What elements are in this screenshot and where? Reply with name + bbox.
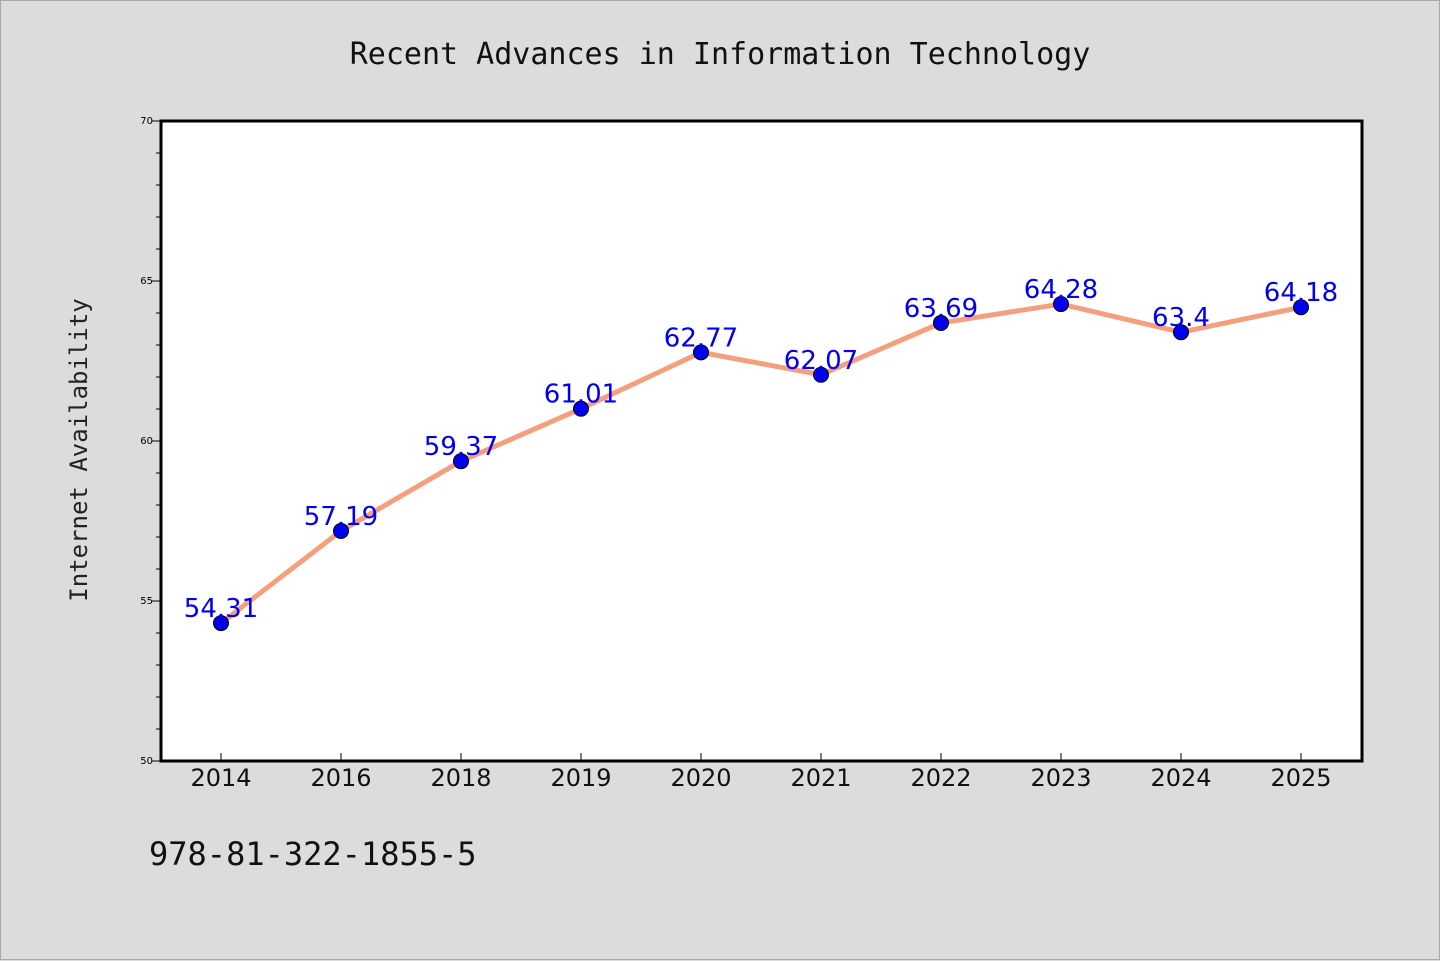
x-tick-label: 2018 [430, 764, 491, 792]
x-tick-label: 2021 [790, 764, 851, 792]
data-point-marker [333, 522, 349, 539]
footer-code: 978-81-322-1855-5 [149, 835, 477, 873]
x-tick-label: 2020 [670, 764, 731, 792]
data-label: 63.69 [904, 294, 978, 324]
x-tick-label: 2019 [550, 764, 611, 792]
data-point-marker [933, 314, 949, 331]
data-label: 61.01 [544, 380, 618, 410]
data-point-marker [813, 366, 829, 383]
y-tick-label: 50 [140, 756, 153, 767]
data-labels: 54.31 57.19 59.37 61.01 62.77 62.07 63.69 64.28… [184, 275, 1338, 624]
plot-area [161, 121, 1362, 761]
data-label: 62.07 [784, 346, 858, 376]
x-tick-label: 2025 [1270, 764, 1331, 792]
x-axis: 2014 2016 2018 2019 2020 2021 2022 2023 2024 2025 [190, 753, 1332, 792]
data-label: 64.18 [1264, 278, 1338, 308]
data-point-marker [1173, 324, 1189, 341]
x-tick-label: 2024 [1150, 764, 1211, 792]
chart-title: Recent Advances in Information Technolog… [350, 37, 1091, 72]
y-tick-label: 70 [140, 116, 153, 127]
data-label: 57.19 [304, 502, 378, 532]
y-axis-label: Internet Availability [65, 298, 93, 601]
data-point-marker [693, 344, 709, 361]
data-label: 59.37 [424, 432, 498, 462]
data-label: 63.4 [1152, 303, 1210, 333]
x-tick-label: 2016 [310, 764, 371, 792]
data-series [213, 296, 1309, 632]
series-line [218, 301, 1304, 626]
data-label: 64.28 [1024, 275, 1098, 305]
data-point-marker [1053, 296, 1069, 313]
y-tick-label: 55 [140, 596, 153, 607]
plot-frame [159, 119, 1364, 763]
data-point-marker [213, 615, 229, 632]
data-label: 54.31 [184, 594, 258, 624]
x-tick-label: 2022 [910, 764, 971, 792]
x-tick-label: 2014 [190, 764, 251, 792]
data-point-marker [453, 453, 469, 470]
data-point-marker [573, 400, 589, 417]
y-tick-label: 65 [140, 276, 153, 287]
data-label: 62.77 [664, 323, 738, 353]
y-tick-label: 60 [140, 436, 153, 447]
data-point-marker [1293, 299, 1309, 316]
y-axis: 50 55 60 65 70 [140, 116, 161, 767]
x-tick-label: 2023 [1030, 764, 1091, 792]
